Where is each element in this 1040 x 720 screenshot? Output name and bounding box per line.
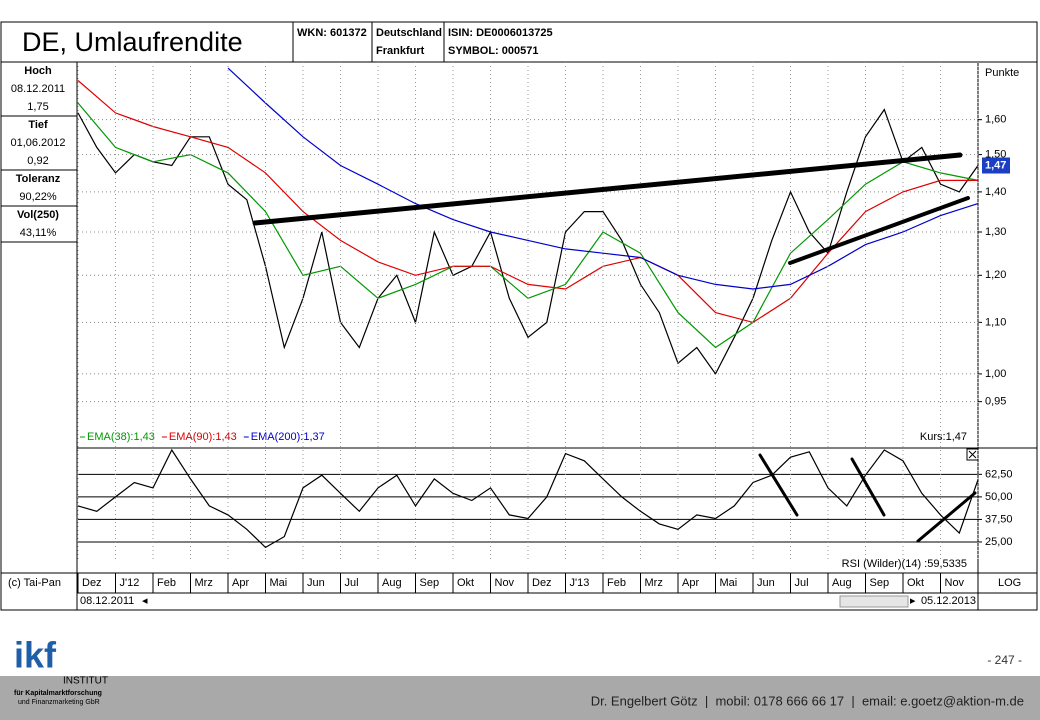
y-tick-label: 1,40 xyxy=(985,186,1006,198)
x-tick-label: Okt xyxy=(907,577,924,589)
wkn: WKN: 601372 xyxy=(297,27,367,39)
x-tick-label: Apr xyxy=(682,577,699,589)
stats-label: Hoch xyxy=(24,65,52,77)
series-line xyxy=(77,448,979,549)
close-icon xyxy=(968,450,977,459)
y-tick-label: 25,00 xyxy=(985,536,1013,548)
series-line xyxy=(227,67,979,290)
price-marker-label: 1,47 xyxy=(985,159,1006,171)
price-marker xyxy=(982,157,1010,174)
scroll-right[interactable]: ▸ xyxy=(910,595,916,607)
x-tick-label: Dez xyxy=(532,577,552,589)
y-tick-label: 62,50 xyxy=(985,468,1013,480)
x-tick-label: Jul xyxy=(795,577,809,589)
plots: 0,95 1,00 1,10 1,20 1,30 1,40 1,50 1,60 Punkte EM… xyxy=(77,62,1019,593)
country: Deutschland xyxy=(376,27,442,39)
logo-line: für Kapitalmarktforschung xyxy=(14,690,102,697)
x-tick-label: Jul xyxy=(345,577,359,589)
x-tick-label: Mai xyxy=(720,577,738,589)
x-tick-label: Mai xyxy=(270,577,288,589)
stats-value: 43,11% xyxy=(20,227,57,239)
scale-mode: LOG xyxy=(998,577,1021,589)
y-axis-label: Punkte xyxy=(985,67,1019,79)
y-tick-label: 50,00 xyxy=(985,491,1013,503)
x-tick-label: Aug xyxy=(832,577,852,589)
y-tick-label: 1,20 xyxy=(985,269,1006,281)
stats-label: Vol(250) xyxy=(17,209,59,221)
x-tick-label: Jun xyxy=(307,577,325,589)
trend-line xyxy=(788,196,970,265)
x-tick-label: Mrz xyxy=(195,577,213,589)
copyright: (c) Tai-Pan xyxy=(8,577,61,589)
end-date: 05.12.2013 xyxy=(921,595,976,607)
x-tick-label: Jun xyxy=(757,577,775,589)
x-tick-label: J'12 xyxy=(120,577,140,589)
contact: Dr. Engelbert Götz | mobil: 0178 666 66 … xyxy=(591,693,1024,708)
y-tick-label: 1,10 xyxy=(985,316,1006,328)
trend-line xyxy=(850,457,886,517)
legend-entry: EMA(38):1,43 xyxy=(87,431,155,443)
legend-entry: EMA(200):1,37 xyxy=(251,431,325,443)
stats-label: Tief xyxy=(28,119,48,131)
scrollbar-thumb[interactable] xyxy=(839,595,909,608)
isin: ISIN: DE0006013725 xyxy=(448,27,553,39)
start-date: 08.12.2011 xyxy=(80,595,134,607)
logo-line: und Finanzmarketing GbR xyxy=(18,699,100,706)
trend-line xyxy=(916,491,977,543)
stats-box xyxy=(0,61,78,117)
page-number: - 247 - xyxy=(987,653,1022,667)
y-tick-label: 1,30 xyxy=(985,226,1006,238)
exchange: Frankfurt xyxy=(376,45,425,57)
symbol: SYMBOL: 000571 xyxy=(448,45,538,57)
x-tick-label: Apr xyxy=(232,577,249,589)
title: DE, Umlaufrendite xyxy=(22,27,243,57)
header-frame xyxy=(0,21,1038,63)
x-tick-label: J'13 xyxy=(570,577,590,589)
scroll-left[interactable]: ◂ xyxy=(142,595,148,607)
footer-band xyxy=(0,676,1040,720)
y-tick-label: 0,95 xyxy=(985,396,1006,408)
stats-filler xyxy=(0,241,78,574)
x-tick-label: Feb xyxy=(157,577,176,589)
stats-label: Toleranz xyxy=(16,173,61,185)
stats-date: 08.12.2011 xyxy=(11,83,65,95)
x-tick-label: Sep xyxy=(420,577,440,589)
stats-value: 1,75 xyxy=(27,101,48,113)
stats-box xyxy=(0,115,78,171)
x-tick-label: Nov xyxy=(495,577,515,589)
stats-value: 0,92 xyxy=(27,155,48,167)
x-tick-label: Okt xyxy=(457,577,474,589)
time-bar xyxy=(0,572,1038,611)
y-tick-label: 1,50 xyxy=(985,148,1006,160)
y-tick-label: 1,60 xyxy=(985,114,1006,126)
x-tick-label: Mrz xyxy=(645,577,663,589)
y-tick-label: 37,50 xyxy=(985,513,1013,525)
stats-value: 90,22% xyxy=(19,191,57,203)
x-tick-label: Sep xyxy=(870,577,890,589)
y-tick-label: 1,00 xyxy=(985,368,1006,380)
x-tick-label: Aug xyxy=(382,577,402,589)
x-tick-label: Feb xyxy=(607,577,626,589)
legend-entry: EMA(90):1,43 xyxy=(169,431,237,443)
stats-panel: Hoch 08.12.2011 1,75 Tief 01,06.2012 0,92 Tole… xyxy=(0,61,78,574)
trend-line xyxy=(252,152,963,226)
logo-institute: INSTITUT xyxy=(63,676,108,687)
legend-entry: RSI (Wilder)(14) :59,5335 xyxy=(842,558,967,570)
trend-line xyxy=(758,453,799,517)
legend-entry: Kurs:1,47 xyxy=(920,431,967,443)
series-line xyxy=(77,80,978,324)
logo: ikf xyxy=(14,635,57,676)
x-tick-label: Nov xyxy=(945,577,965,589)
stats-date: 01,06.2012 xyxy=(10,137,65,149)
x-tick-label: Dez xyxy=(82,577,102,589)
trend-lines xyxy=(252,152,977,543)
